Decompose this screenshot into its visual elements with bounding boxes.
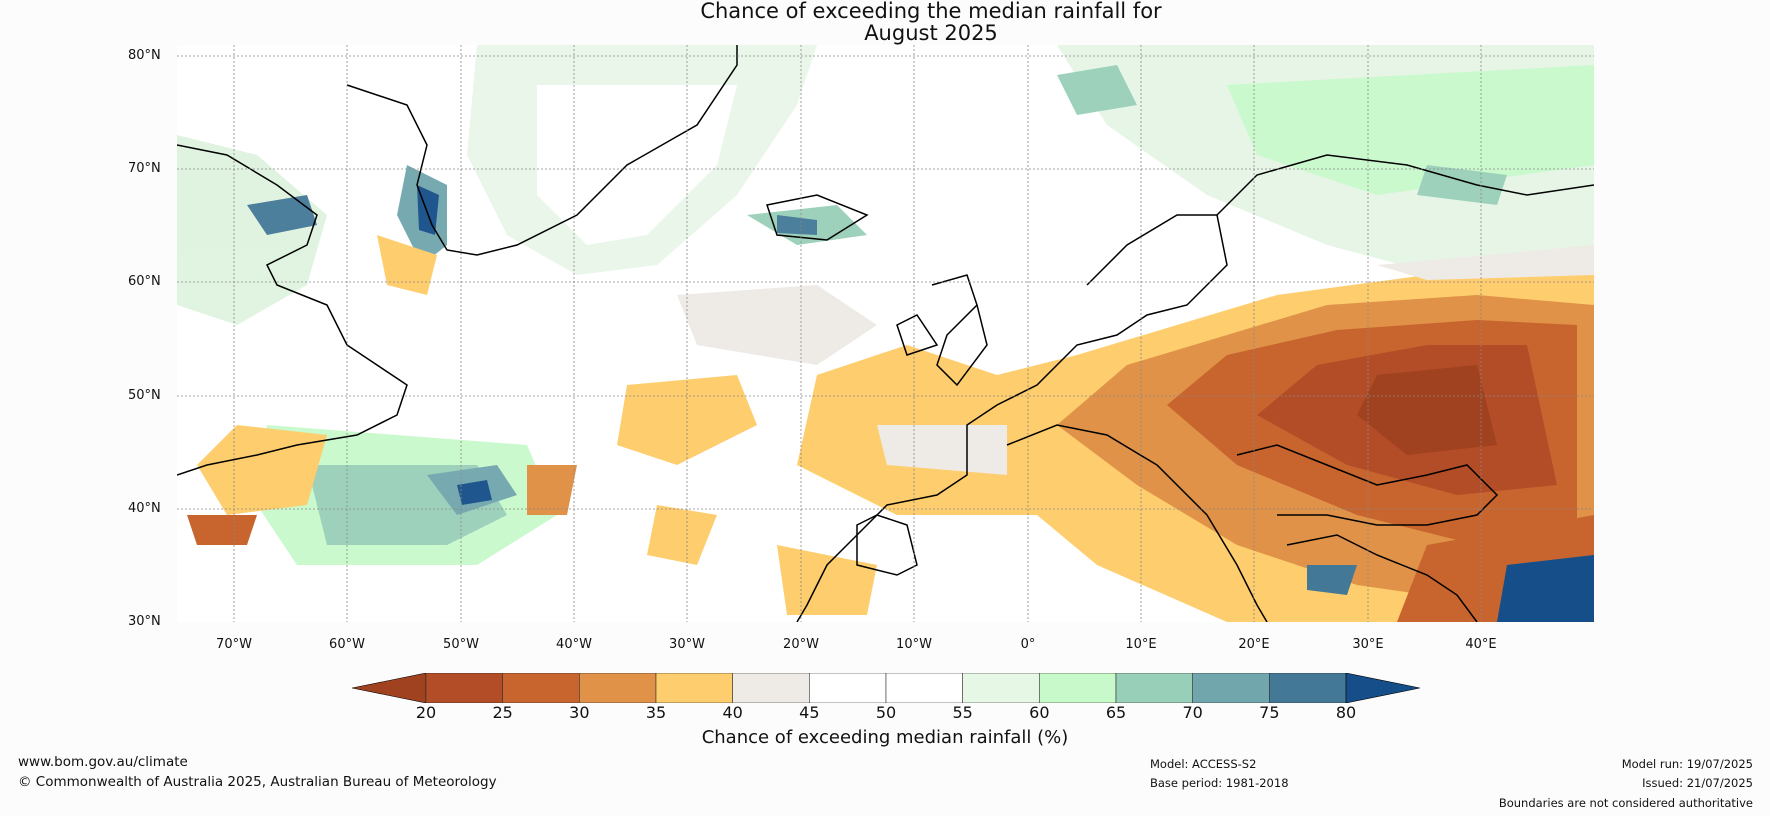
lon-label: 50°W (443, 637, 479, 652)
lon-label: 20°E (1238, 637, 1270, 652)
colorbar-tick-label: 35 (645, 703, 667, 722)
colorbar-segment (1269, 673, 1347, 703)
lat-label: 40°N (128, 501, 161, 516)
colorbar-segment (502, 673, 580, 703)
lon-label: 30°E (1352, 637, 1384, 652)
graticule (177, 45, 1594, 622)
colorbar-segment (579, 673, 657, 703)
chart-title-line1: Chance of exceeding the median rainfall … (700, 0, 1162, 23)
colorbar-tick-label: 30 (569, 703, 590, 722)
colorbar (352, 673, 1420, 703)
lat-label: 70°N (128, 161, 161, 176)
website-text: www.bom.gov.au/climate (18, 754, 188, 770)
colorbar-tick-label: 75 (1259, 703, 1280, 722)
colorbar-segment (885, 673, 963, 703)
colorbar-tick-label: 25 (492, 703, 513, 722)
colorbar-tick-label: 55 (952, 703, 973, 722)
base-period-text: Base period: 1981-2018 (1150, 776, 1289, 790)
chart-title-line2: August 2025 (864, 21, 998, 45)
lon-label: 40°W (556, 637, 592, 652)
colorbar-segment (962, 673, 1040, 703)
colorbar-segment (1115, 673, 1193, 703)
lon-label: 0° (1020, 637, 1036, 652)
issued-text: Issued: 21/07/2025 (1642, 776, 1753, 790)
lon-label: 10°E (1125, 637, 1157, 652)
copyright-text: © Commonwealth of Australia 2025, Austra… (18, 774, 497, 790)
colorbar-extend-high (1345, 673, 1420, 703)
lat-label: 60°N (128, 274, 161, 289)
lon-label: 70°W (216, 637, 252, 652)
neutral-regions (677, 245, 1594, 475)
colorbar-segment (1039, 673, 1117, 703)
colorbar-label: Chance of exceeding median rainfall (%) (701, 727, 1069, 748)
colorbar-segment (425, 673, 503, 703)
lon-label: 10°W (896, 637, 932, 652)
model-run-text: Model run: 19/07/2025 (1621, 757, 1753, 771)
colorbar-tick-label: 70 (1182, 703, 1203, 722)
colorbar-tick-label: 45 (799, 703, 820, 722)
lon-label: 40°E (1465, 637, 1497, 652)
lon-label: 60°W (329, 637, 365, 652)
model-text: Model: ACCESS-S2 (1150, 757, 1257, 771)
brown-anomaly-regions (187, 235, 1594, 622)
lat-label: 50°N (128, 388, 161, 403)
colorbar-tick-label: 20 (415, 703, 437, 722)
colorbar-extend-low (352, 673, 427, 703)
colorbar-tick-label: 40 (722, 703, 743, 722)
colorbar-segment (809, 673, 887, 703)
colorbar-tick-label: 60 (1029, 703, 1050, 722)
lon-label: 30°W (669, 637, 705, 652)
colorbar-segment (1192, 673, 1270, 703)
rainfall-map (177, 45, 1594, 622)
colorbar-segment (732, 673, 810, 703)
colorbar-tick-label: 50 (875, 703, 897, 722)
colorbar-segment (655, 673, 733, 703)
lat-label: 30°N (128, 614, 161, 629)
colorbar-tick-label: 80 (1335, 703, 1357, 722)
lat-label: 80°N (128, 48, 161, 63)
boundaries-note: Boundaries are not considered authoritat… (1498, 796, 1753, 810)
lon-label: 20°W (783, 637, 819, 652)
colorbar-tick-label: 65 (1105, 703, 1127, 722)
